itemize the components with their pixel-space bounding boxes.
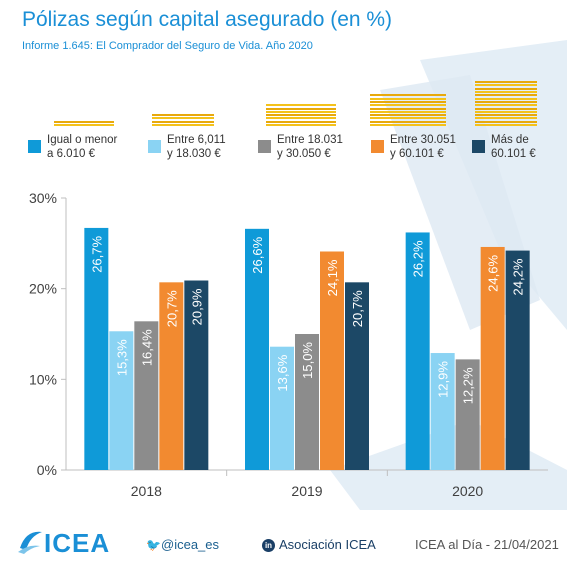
chart-title: Pólizas según capital asegurado (en %) — [22, 8, 393, 31]
coin — [370, 117, 446, 120]
linkedin-icon: in — [262, 539, 275, 552]
coin — [152, 120, 214, 123]
bar-data-label: 24,2% — [511, 258, 526, 295]
chart-subtitle: Informe 1.645: El Comprador del Seguro d… — [22, 40, 313, 52]
bar-data-label: 26,6% — [250, 236, 265, 273]
coin — [475, 117, 537, 120]
bar-data-label: 24,6% — [486, 255, 501, 292]
bar-data-label: 26,7% — [89, 235, 104, 272]
coin — [370, 110, 446, 113]
coin — [266, 107, 336, 110]
coin — [370, 120, 446, 123]
bar-data-label: 12,2% — [461, 367, 476, 404]
bar-data-label: 15,0% — [300, 342, 315, 379]
coin — [475, 107, 537, 110]
bar — [159, 282, 184, 470]
coin — [370, 100, 446, 103]
bar-data-label: 15,3% — [114, 339, 129, 376]
coin — [54, 120, 114, 123]
bar — [84, 227, 109, 470]
twitter-bird-icon: 🐦 — [146, 538, 161, 552]
bar — [320, 251, 344, 470]
coin — [370, 94, 446, 97]
coin — [266, 124, 336, 126]
bar — [455, 359, 480, 470]
coin — [475, 100, 537, 103]
coin — [370, 97, 446, 100]
coin — [475, 81, 537, 84]
bar — [505, 250, 530, 470]
y-tick-label: 30% — [29, 190, 57, 206]
bar-data-label: 16,4% — [139, 329, 154, 366]
coin — [475, 104, 537, 107]
coin — [370, 104, 446, 107]
linkedin-link[interactable]: in Asociación ICEA — [262, 537, 376, 552]
bar — [134, 321, 159, 470]
coin — [475, 87, 537, 90]
coin — [370, 114, 446, 117]
coin — [475, 114, 537, 117]
bar — [270, 346, 294, 470]
bar-chart: 0% 10% 20% 30% 26,7% 15,3% 16,4% 20,7% 20,9% 2018… — [29, 190, 548, 499]
coin — [475, 124, 537, 126]
x-tick-label: 2020 — [452, 483, 483, 499]
y-tick-label: 0% — [37, 462, 57, 478]
bar — [245, 228, 269, 470]
coin — [475, 110, 537, 113]
coin — [266, 104, 336, 107]
coin — [152, 117, 214, 120]
bar — [295, 334, 319, 470]
coin — [152, 124, 214, 126]
bar-data-label: 12,9% — [436, 361, 451, 398]
coin — [370, 107, 446, 110]
icea-logo-text: ICEA — [44, 528, 111, 558]
bar — [184, 280, 209, 470]
bar-data-label: 24,1% — [325, 259, 340, 296]
twitter-handle: @icea_es — [161, 537, 220, 552]
linkedin-label: Asociación ICEA — [279, 537, 376, 552]
bar-data-label: 26,2% — [411, 240, 426, 277]
coin — [475, 94, 537, 97]
x-tick-label: 2019 — [291, 483, 322, 499]
bar — [345, 282, 369, 470]
coin — [266, 114, 336, 117]
coin — [475, 84, 537, 87]
twitter-link[interactable]: 🐦@icea_es — [146, 537, 219, 552]
bar-data-label: 20,7% — [350, 290, 365, 327]
icea-logo-icon — [16, 526, 46, 556]
bar-data-label: 20,7% — [164, 290, 179, 327]
coin — [370, 124, 446, 126]
bar — [430, 353, 455, 470]
coin — [152, 114, 214, 117]
bar-data-label: 20,9% — [189, 288, 204, 325]
y-tick-label: 20% — [29, 281, 57, 297]
coin — [475, 91, 537, 93]
footer-date: ICEA al Día - 21/04/2021 — [415, 537, 559, 552]
y-tick-label: 10% — [29, 371, 57, 387]
bar — [480, 246, 505, 470]
bar — [109, 331, 134, 470]
coin — [475, 120, 537, 123]
coin — [266, 110, 336, 113]
coin — [475, 97, 537, 100]
bar-data-label: 13,6% — [275, 354, 290, 391]
coin — [266, 120, 336, 123]
coin — [54, 124, 114, 126]
x-tick-label: 2018 — [131, 483, 162, 499]
bar — [405, 232, 430, 470]
coin — [266, 117, 336, 120]
